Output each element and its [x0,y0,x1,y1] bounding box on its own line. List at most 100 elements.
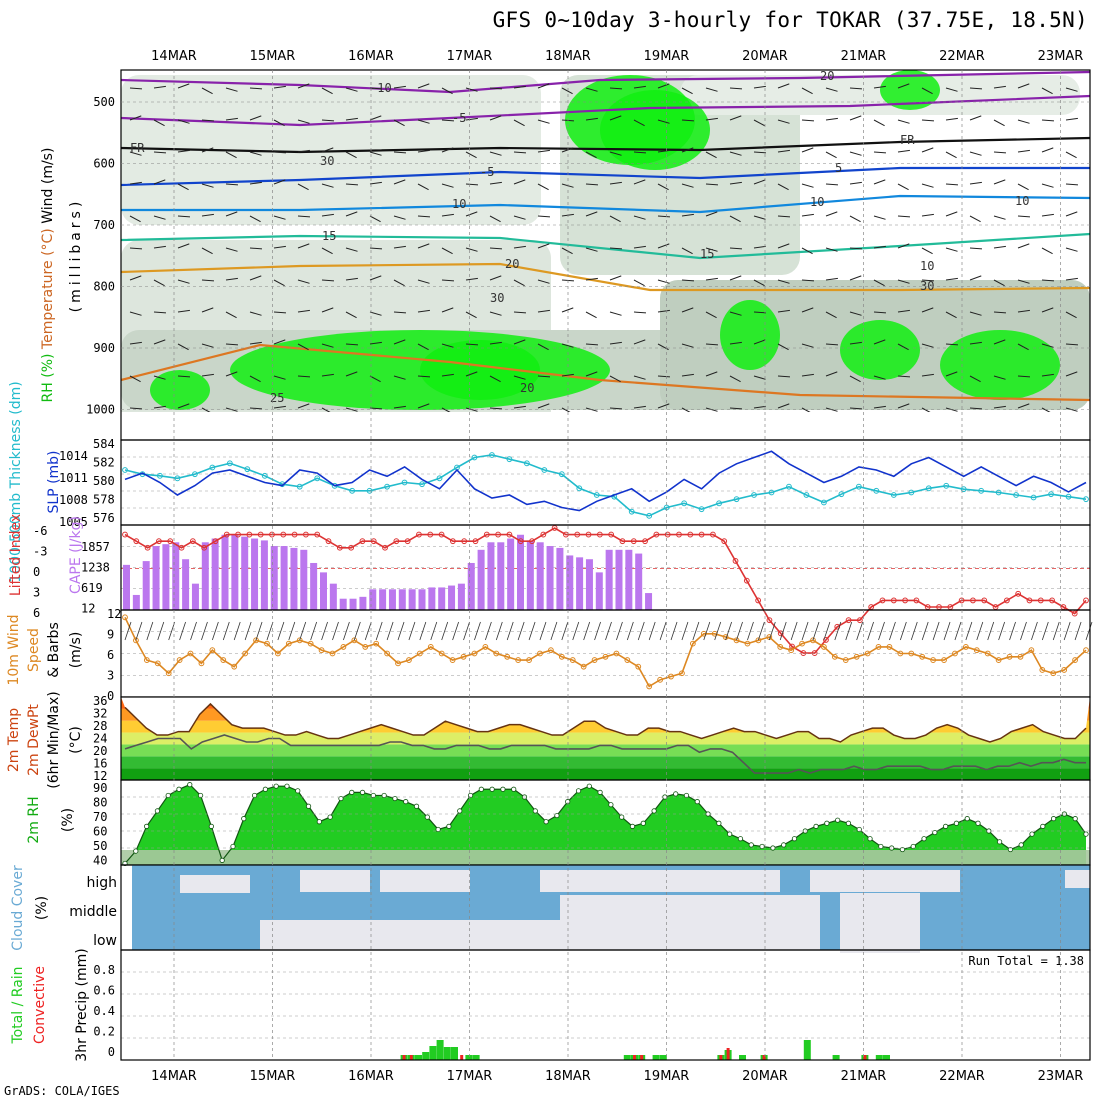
surface-wind-barb [190,621,197,641]
convective-bar [719,1055,723,1060]
wind-barb [153,215,166,220]
rh-point [230,843,236,850]
wind-barb [129,341,142,345]
thickness-line-point [1083,496,1089,503]
wind-speed-line [124,616,1087,688]
wind-speed-line-point [624,657,631,663]
cape-bar [201,542,209,610]
rh-shade-region [121,75,541,225]
wind-barb [729,115,742,121]
wind-barb [153,119,165,127]
dewpoint-line [124,734,1086,774]
wind-barb [681,213,694,217]
wind-barb [873,339,886,345]
isotherm-label: 20 [820,69,834,83]
surface-wind-barb [790,621,798,641]
wind-barb [705,211,718,217]
surface-wind-barb [343,621,350,641]
rh-tick: 60 [93,825,107,839]
wind-speed-line-point [1072,657,1078,663]
wind-speed-line-point [285,640,292,647]
wind-barb [777,343,789,351]
rh-point [975,820,981,826]
rh-point [262,786,268,792]
rh-point [554,812,560,819]
thickness-line-point [908,489,915,496]
lifted-index-line-point [156,538,162,545]
wind-barb [513,279,525,287]
wind-barb [969,181,982,185]
wind-barb [873,151,887,154]
wind-barb [1065,183,1079,186]
lifted-index-line-point [302,531,309,538]
surface-wind-barb [321,621,328,641]
rain-bar [443,1047,451,1060]
wind-barb [225,277,238,281]
rh-point [446,823,452,829]
surface-wind-barb [987,621,995,641]
cape-bar [487,542,495,610]
wind-barb [297,309,310,313]
wind-barb [849,215,861,223]
cape-bar [546,546,554,610]
rain-bar [659,1055,667,1060]
wind-speed-line-point [220,657,227,663]
cape-bar [517,534,524,610]
wind-barb [417,183,429,191]
lifted-index-line-point [676,531,682,538]
lifted-index-line-point [495,531,501,538]
wind-ylabel-barbs: & Barbs [46,622,62,678]
wind-barb [753,405,766,409]
surface-wind-barb [976,621,984,641]
wind-barb [297,375,311,378]
rh-point [349,789,355,795]
wind-barb [489,341,502,345]
wind-barb [273,405,286,409]
surface-wind-barb [965,621,973,641]
surface-wind-barb [659,621,667,641]
lifted-index-line-point [981,597,988,604]
lifted-index-line-point [280,531,287,538]
wind-barb [393,119,405,127]
wind-barb [969,215,981,223]
isotherm-label: 10 [452,197,466,211]
surface-wind-barb [1041,621,1049,641]
slp-tick: 1008 [59,493,88,507]
wind-tick: 12 [107,607,121,621]
wind-barb [825,343,839,346]
date-label-bottom: 22MAR [939,1069,985,1084]
surface-wind-barb [1063,621,1071,641]
temp-line [124,702,1087,743]
rh-point [921,836,927,842]
slp-ylabel: SLP (mb) [46,450,62,513]
rh-point [619,814,625,820]
wind-speed-line-point [1028,647,1035,654]
rh-point [727,831,733,837]
thickness-line-point [821,499,827,506]
wind-barb [561,307,574,313]
rh-point [176,786,182,792]
thickness-line-point [681,500,688,507]
surface-wind-barb [441,621,449,641]
surface-wind-barb [834,621,842,641]
isotherm-label: 25 [270,391,284,405]
thickness-tick: 578 [93,493,115,507]
thickness-line-point [541,467,548,473]
thickness-line-point [1065,493,1072,500]
rh-point [403,799,409,805]
precip-ylabel: 3hr Precip (mm) [74,948,90,1061]
thickness-line-point [873,487,880,494]
rh-point [435,826,441,833]
lifted-index-line-point [879,597,886,604]
surface-wind-barb [1009,621,1016,641]
wind-speed-line-point [842,657,849,663]
surface-wind-barb [539,621,547,641]
surface-wind-barb [277,621,285,641]
lifted-index-line-point [664,531,671,538]
thickness-line-point [401,479,408,486]
lifted-index-line-point [393,538,400,545]
surface-wind-barb [910,621,918,641]
cape-bar [339,598,347,610]
lifted-index-line-point [845,617,852,624]
rh-point [413,803,420,809]
